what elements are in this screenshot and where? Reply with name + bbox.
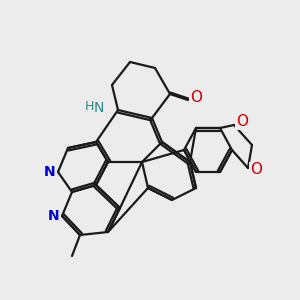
Text: N: N xyxy=(48,209,60,223)
Text: N: N xyxy=(44,165,56,179)
Text: O: O xyxy=(250,163,262,178)
Text: H: H xyxy=(84,100,94,112)
Text: N: N xyxy=(94,101,104,115)
Text: O: O xyxy=(236,115,248,130)
Text: O: O xyxy=(190,91,202,106)
